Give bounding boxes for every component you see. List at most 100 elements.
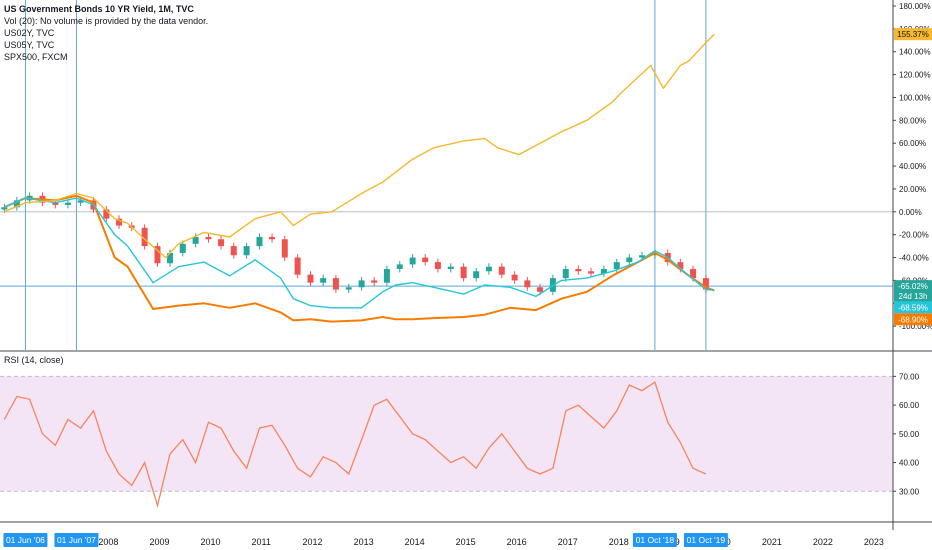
candle-body (192, 236, 199, 244)
candle-body (537, 287, 544, 292)
candle-body (434, 262, 441, 269)
y-tick-label: -40.00% (899, 254, 929, 263)
candle-body (460, 266, 467, 279)
candle-body (690, 268, 697, 279)
rsi-band-layer (0, 375, 893, 492)
value-badge (894, 313, 932, 326)
candle-body (154, 246, 161, 264)
candle-body (383, 268, 390, 283)
x-tick-label: 2015 (456, 537, 476, 547)
candle-body (409, 257, 416, 265)
candle-body (371, 280, 378, 283)
x-tick-label: 2008 (98, 537, 118, 547)
marker-date-badge (54, 533, 99, 547)
x-tick-label: 2016 (507, 537, 527, 547)
y-tick-label: 20.00% (899, 185, 926, 194)
y-tick-label: 80.00% (899, 116, 926, 125)
candle-body (447, 266, 454, 269)
value-badge-label: 24d 13h (899, 292, 928, 301)
candle-body (498, 266, 505, 275)
candle-body (600, 268, 607, 274)
candle-body (575, 268, 582, 272)
marker-date-label: 01 Jun '06 (6, 535, 45, 545)
candle-body (294, 257, 301, 275)
x-tick-label: 2018 (609, 537, 629, 547)
y-tick-label: 60.00% (899, 139, 926, 148)
candle-body (626, 257, 633, 263)
legend-us05y[interactable]: US05Y, TVC (4, 40, 55, 50)
rsi-legend: RSI (14, close) (4, 354, 64, 366)
candle-body (13, 200, 20, 208)
candle-body (179, 243, 186, 253)
x-tick-label: 2011 (251, 537, 270, 547)
rsi-y-tick-label: 50.00 (899, 430, 920, 439)
candle-body (1, 207, 8, 210)
value-badge-label: 155.37% (897, 30, 929, 39)
x-tick-label: 2012 (302, 537, 322, 547)
value-badge (894, 301, 932, 314)
value-badge (894, 289, 932, 302)
legend-spx500[interactable]: SPX500, FXCM (4, 52, 68, 62)
marker-date-label: 01 Oct '19 (687, 535, 726, 545)
rsi-y-tick-label: 70.00 (899, 372, 920, 381)
candle-body (332, 278, 339, 290)
spx500-line (4, 33, 715, 259)
candle-body (677, 262, 684, 269)
marker-date-badge (632, 533, 677, 547)
x-tick-label: 2023 (864, 537, 884, 547)
candle-body (639, 255, 646, 258)
rsi-series-line (3, 381, 707, 509)
candle-body (167, 252, 174, 264)
candle-body (485, 266, 492, 272)
value-badges: 155.37% -65.02%24d 13h -68.59% -68.90% (894, 28, 932, 326)
y-tick-label: -20.00% (899, 231, 929, 240)
candle-body (64, 202, 71, 205)
candle-body (52, 202, 59, 205)
candle-body (396, 264, 403, 269)
y-tick-label: 140.00% (899, 48, 931, 57)
volume-note: Vol (20): No volume is provided by the d… (4, 16, 209, 26)
legend-us02y[interactable]: US02Y, TVC (4, 28, 55, 38)
value-badge-label: -68.59% (898, 303, 928, 312)
panel-frame (0, 0, 932, 530)
candle-body (307, 274, 314, 283)
marker-date-label: 01 Jun '07 (57, 535, 96, 545)
y-tick-label: 0.00% (899, 208, 922, 217)
us10y-candles (1, 192, 709, 296)
candle-body (77, 200, 84, 203)
candle-body (473, 271, 480, 279)
value-badge (894, 28, 932, 41)
candle-body (256, 236, 263, 247)
value-badge-label: -65.02% (898, 282, 928, 291)
x-tick-label: 2010 (200, 537, 220, 547)
axes: -100.00%-80.00%-60.00%-40.00%-20.00%0.00… (3, 2, 932, 547)
rsi-title[interactable]: RSI (14, close) (4, 355, 64, 365)
rsi-y-tick-label: 40.00 (899, 459, 920, 468)
price-legend: US Government Bonds 10 YR Yield, 1M, TVC… (4, 3, 208, 63)
x-tick-label: 2022 (813, 537, 833, 547)
candle-body (116, 218, 123, 226)
rsi-line (3, 381, 707, 509)
x-tick-label: 2014 (405, 537, 425, 547)
value-badge-label: -68.90% (898, 315, 928, 324)
value-badge (894, 280, 932, 293)
candle-body (320, 278, 327, 283)
x-tick-label: 2013 (354, 537, 374, 547)
candle-body (588, 271, 595, 274)
x-tick-label: 2017 (558, 537, 578, 547)
candle-body (205, 236, 212, 240)
y-tick-label: 100.00% (899, 93, 931, 102)
candle-body (358, 280, 365, 288)
rsi-y-tick-label: 30.00 (899, 487, 920, 496)
candle-body (230, 246, 237, 256)
candle-body (141, 227, 148, 247)
y-tick-label: -100.00% (899, 322, 932, 331)
rsi-y-tick-label: 60.00 (899, 401, 920, 410)
y-tick-label: 180.00% (899, 2, 931, 11)
x-tick-label: 2009 (149, 537, 169, 547)
candle-body (524, 280, 531, 288)
x-tick-label: 2021 (762, 537, 782, 547)
chart-title[interactable]: US Government Bonds 10 YR Yield, 1M, TVC (4, 4, 194, 14)
candle-body (511, 274, 518, 281)
